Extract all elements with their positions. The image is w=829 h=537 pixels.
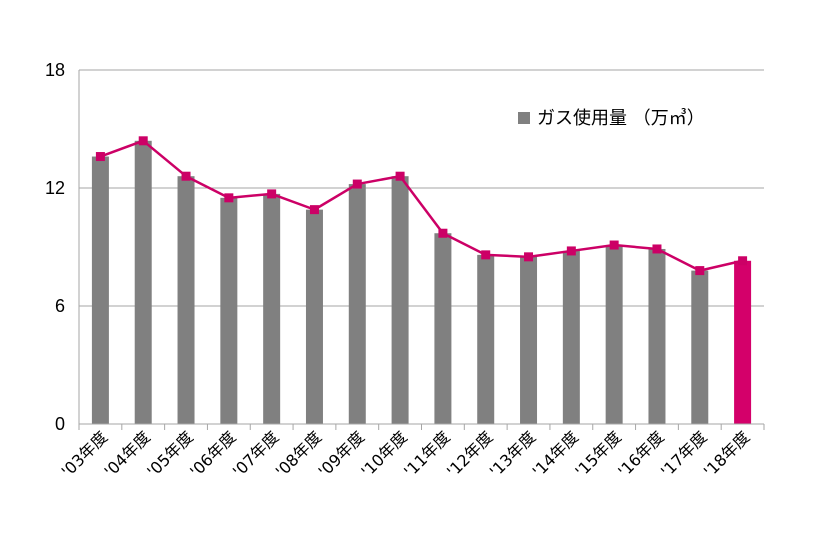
bar (562, 250, 580, 424)
bar (391, 176, 409, 424)
bar (220, 197, 238, 424)
bar (177, 176, 195, 424)
line-marker (352, 179, 362, 189)
bar (520, 256, 538, 424)
line-marker (181, 171, 191, 181)
x-tick-label: '13年度 (486, 427, 540, 481)
x-tick-labels: '03年度'04年度'05年度'06年度'07年度'08年度'09年度'10年度… (58, 427, 754, 481)
bar (477, 254, 495, 424)
line-path (99, 139, 743, 272)
legend-label: ガス使用量 （万㎥） (537, 108, 705, 129)
line-marker (224, 193, 234, 203)
bar-series (91, 140, 752, 425)
bar (91, 156, 109, 425)
line-marker (267, 189, 277, 199)
line-marker (652, 244, 662, 254)
bar (305, 209, 323, 424)
line-series (95, 136, 748, 276)
x-tick-label: '15年度 (571, 427, 625, 481)
x-tick-label: '09年度 (315, 427, 369, 481)
line-marker (695, 266, 705, 276)
bar (434, 233, 452, 424)
y-tick-label: 0 (55, 414, 65, 434)
legend: ガス使用量 （万㎥） (518, 108, 705, 129)
x-tick-label: '12年度 (443, 427, 497, 481)
line-marker (95, 152, 105, 162)
bar (263, 193, 281, 424)
x-tick-label: '14年度 (529, 427, 583, 481)
y-tick-label: 6 (55, 296, 65, 316)
x-tick-label: '10年度 (357, 427, 411, 481)
bar (691, 270, 709, 424)
axes (78, 70, 765, 430)
x-tick-label: '16年度 (614, 427, 668, 481)
x-tick-label: '05年度 (143, 427, 197, 481)
bar (605, 245, 623, 424)
bar (734, 260, 752, 424)
line-marker (309, 205, 319, 215)
line-marker (524, 252, 534, 262)
x-tick-label: '17年度 (657, 427, 711, 481)
x-tick-label: '07年度 (229, 427, 283, 481)
line-marker (395, 171, 405, 181)
x-tick-label: '11年度 (400, 427, 454, 481)
x-tick-label: '03年度 (58, 427, 112, 481)
line-marker (438, 228, 448, 238)
line-marker (738, 256, 748, 266)
y-tick-labels: 0 6 12 18 (45, 60, 65, 434)
line-marker (481, 250, 491, 260)
line-marker (566, 246, 576, 256)
line-marker (609, 240, 619, 250)
y-tick-label: 12 (45, 178, 65, 198)
line-marker (138, 136, 148, 146)
bar (134, 140, 152, 425)
y-tick-label: 18 (45, 60, 65, 80)
bar (348, 184, 366, 424)
x-tick-label: '04年度 (100, 427, 154, 481)
x-tick-label: '18年度 (700, 427, 754, 481)
x-tick-label: '06年度 (186, 427, 240, 481)
legend-swatch (518, 112, 530, 124)
x-tick-label: '08年度 (272, 427, 326, 481)
bar (648, 248, 666, 424)
